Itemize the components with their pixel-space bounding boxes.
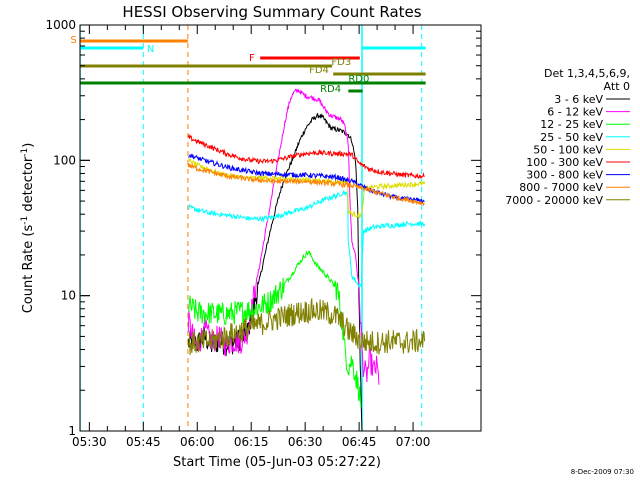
x-tick-label-6: 07:00 [396, 435, 431, 449]
legend-entry-label-1: 6 - 12 keV [547, 106, 603, 119]
x-axis-label: Start Time (05-Jun-03 05:27:22) [173, 455, 381, 470]
x-tick-label-5: 06:45 [342, 435, 377, 449]
series-line-0 [187, 112, 363, 431]
y-tick-label-2: 100 [53, 153, 76, 167]
series-line-2 [187, 250, 362, 408]
x-tick-label-1: 05:45 [126, 435, 161, 449]
y-tick-label-3: 1000 [45, 18, 76, 32]
flag-bar-label-4: FD4 [309, 65, 329, 76]
series-line-3 [187, 189, 426, 288]
y-axis-label-mid: detector [21, 156, 36, 216]
flag-bar-label-6: RD4 [320, 84, 341, 95]
series-line-5 [187, 133, 425, 179]
y-tick-label-0: 1 [68, 424, 76, 438]
legend-entry-label-5: 100 - 300 keV [526, 156, 603, 169]
legend-entry-label-3: 25 - 50 keV [540, 131, 603, 144]
y-axis: 1 10 100 1000 [45, 18, 481, 438]
legend-header-line2: Att 0 [604, 80, 630, 93]
legend-entry-label-7: 800 - 7000 keV [519, 181, 603, 194]
vertical-marker-lines [80, 25, 423, 431]
y-axis-label-sup1: -1 [20, 216, 30, 225]
x-tick-label-3: 06:15 [234, 435, 269, 449]
legend-entry-label-2: 12 - 25 keV [540, 118, 603, 131]
plot-frame [79, 24, 482, 432]
series-line-8 [187, 298, 426, 356]
legend-entry-label-0: 3 - 6 keV [554, 93, 603, 106]
flag-bar-label-5: RD0 [348, 74, 369, 85]
y-axis-label-end: ) [21, 143, 36, 148]
legend-entry-label-8: 7000 - 20000 keV [505, 194, 603, 207]
x-tick-label-4: 06:30 [288, 435, 323, 449]
flag-bar-label-1: N [147, 44, 154, 55]
x-tick-label-0: 05:30 [72, 435, 107, 449]
flag-bar-label-3: FD3 [331, 57, 351, 68]
series-line-7 [187, 163, 425, 206]
legend-entry-label-6: 300 - 800 keV [526, 169, 603, 182]
flag-bar-label-0: S [70, 35, 76, 46]
y-axis-label-sup2: -1 [20, 148, 30, 157]
chart-title: HESSI Observing Summary Count Rates [122, 3, 421, 21]
x-tick-label-2: 06:00 [180, 435, 215, 449]
y-axis-label: Count Rate (s-1 detector-1) [20, 143, 36, 314]
series-line-6 [188, 153, 425, 205]
y-axis-label-main: Count Rate (s [21, 225, 36, 314]
generation-timestamp: 8-Dec-2009 07:30 [571, 468, 634, 476]
x-axis: 05:30 05:45 06:00 06:15 06:30 06:45 07:00 [72, 25, 430, 449]
y-tick-label-1: 10 [61, 289, 76, 303]
legend-entry-label-4: 50 - 100 keV [533, 143, 603, 156]
flag-bar-label-2: F [249, 53, 255, 64]
series-lines [187, 88, 426, 431]
legend-header-line1: Det 1,3,4,5,6,9, [544, 67, 630, 80]
series-line-4 [188, 157, 426, 219]
